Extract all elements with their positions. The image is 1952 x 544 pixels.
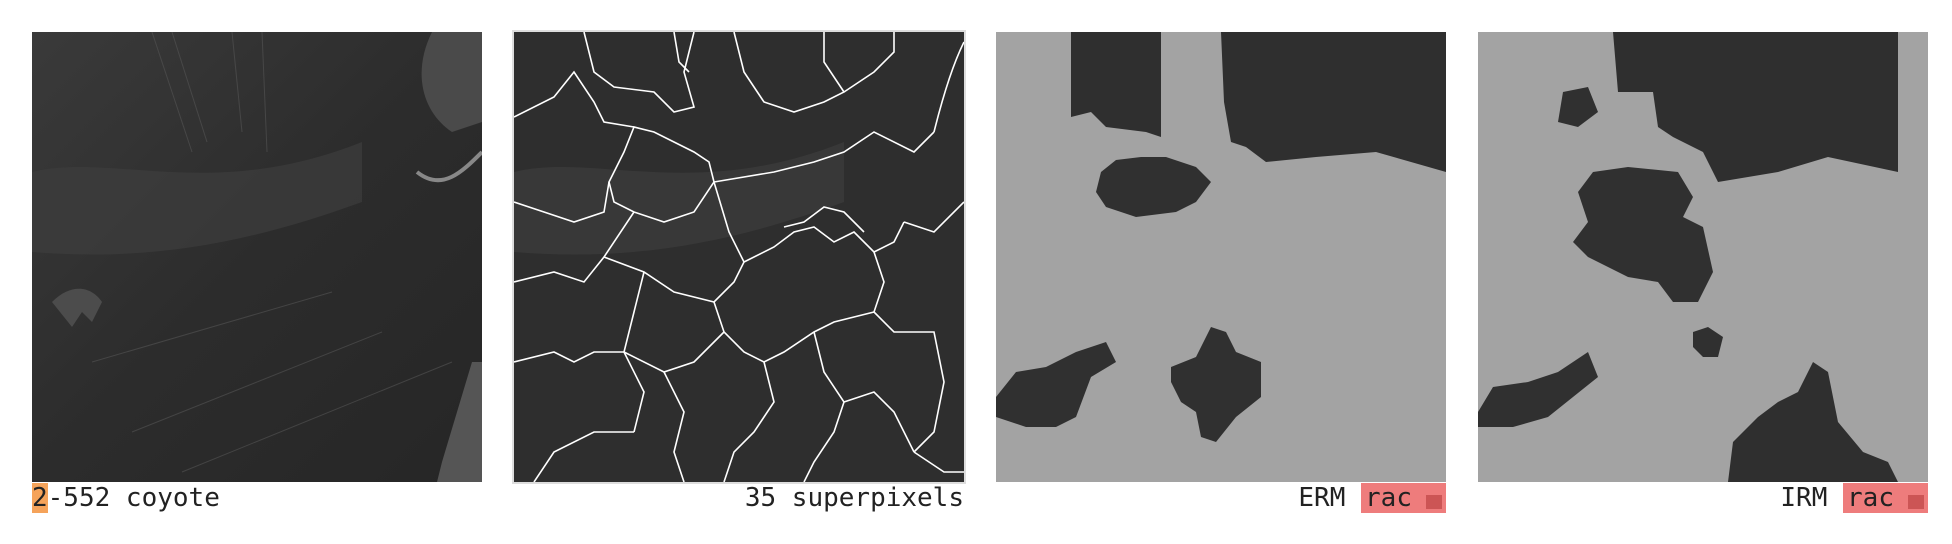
split-index-highlight: 2 [32,483,48,513]
erm-prediction-text: rac [1365,483,1412,513]
irm-explanation-mask [1478,32,1928,482]
original-caption: 2-552 coyote [32,482,220,514]
irm-method-label: IRM [1780,483,1828,513]
original-image-panel [32,32,482,482]
erm-tag-marker [1426,495,1442,509]
irm-mask-panel [1478,32,1928,482]
irm-tag-marker [1908,495,1924,509]
irm-prediction-tag: rac [1843,483,1928,513]
erm-caption: ERM rac [996,482,1446,514]
erm-method-label: ERM [1298,483,1346,513]
erm-mask-panel [996,32,1446,482]
superpixel-panel [512,30,966,484]
erm-explanation-mask [996,32,1446,482]
erm-prediction-tag: rac [1361,483,1446,513]
irm-caption: IRM rac [1478,482,1928,514]
superpixel-segmentation [514,32,964,482]
camera-trap-photo [32,32,482,482]
superpixel-caption: 35 superpixels [744,483,964,513]
irm-prediction-text: rac [1847,483,1894,513]
image-id-label: -552 coyote [47,483,220,513]
